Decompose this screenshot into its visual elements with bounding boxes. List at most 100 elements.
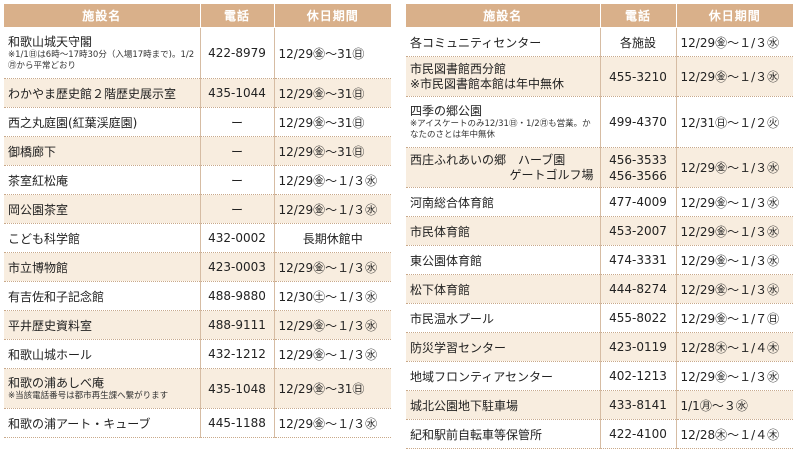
closure-period: 12/29㊎〜１/３㊌ [676,361,793,391]
table-row: 市民図書館西分館 ※市民図書館本館は年中無休 455-3210 12/29㊎〜１… [406,56,793,97]
table-row: 和歌の浦あしべ庵 ※当該電話番号は都市再生課へ繋がります 435-1048 12… [4,368,391,409]
closure-period: 1/1㊊〜３㊌ [676,390,793,420]
phone-number: 423-0003 [200,252,275,282]
closure-period: 12/29㊎〜31㊐ [274,368,391,409]
phone-number: ー [200,107,275,137]
closure-period: 12/29㊎〜１/３㊌ [274,339,391,369]
phone-number: 488-9880 [200,281,275,311]
facility-name: 東公園体育館 [406,245,601,275]
facility-name-cell: 和歌山城天守閣 ※1/1㊐は6時〜17時30分（入場17時まで)。1/2㊊から平… [4,27,201,79]
facility-name: 西庄ふれあいの郷 ハーブ園 [410,152,566,167]
phone-number: 455-3210 [600,56,677,97]
facility-name: 地域フロンティアセンター [406,361,601,391]
closure-period: 12/30㊏〜１/３㊌ [274,281,391,311]
closure-period: 12/29㊎〜31㊐ [274,136,391,166]
facility-name: 西之丸庭園(紅葉渓庭園) [4,107,201,137]
header-facility-name: 施設名 [4,4,201,28]
table-row: 市民温水プール 455-8022 12/29㊎〜１/７㊐ [406,303,793,333]
closure-period: 12/31㊐〜１/２㊋ [676,96,793,148]
facility-name: 市立博物館 [4,252,201,282]
table-row: こども科学館 432-0002 長期休館中 [4,223,391,253]
phone-number: 435-1048 [200,368,275,409]
table-row: 西庄ふれあいの郷 ハーブ園 ゲートゴルフ場 456-3533 456-3566 … [406,147,793,188]
table-row: 市民体育館 453-2007 12/29㊎〜１/３㊌ [406,216,793,246]
closure-period: 12/29㊎〜31㊐ [274,27,391,79]
table-row: 御橋廊下 ー 12/29㊎〜31㊐ [4,136,391,166]
phone-number: 402-1213 [600,361,677,391]
phone-number: 423-0119 [600,332,677,362]
facility-name: 市民図書館西分館 [410,61,507,76]
phone-number: 432-1212 [200,339,275,369]
facility-name: 有吉佐和子記念館 [4,281,201,311]
table-row: 和歌山城ホール 432-1212 12/29㊎〜１/３㊌ [4,339,391,369]
header-closure-period: 休日期間 [676,4,793,28]
phone-number: 456-3533 [609,152,667,167]
closure-period: 12/29㊎〜１/３㊌ [676,274,793,304]
phone-number: 474-3331 [600,245,677,275]
phone-number: 432-0002 [200,223,275,253]
table-row: 和歌の浦アート・キューブ 445-1188 12/29㊎〜１/３㊌ [4,408,391,438]
facility-name: 城北公園地下駐車場 [406,390,601,420]
table-row: 東公園体育館 474-3331 12/29㊎〜１/３㊌ [406,245,793,275]
table-row: 松下体育館 444-8274 12/29㊎〜１/３㊌ [406,274,793,304]
closure-period: 12/29㊎〜１/３㊌ [676,27,793,57]
phone-number: 422-4100 [600,419,677,449]
header-phone: 電話 [200,4,275,28]
table-row: 四季の郷公園 ※アイスケートのみ12/31㊐・1/2㊊も営業。かなたのさとは年中… [406,96,793,148]
closure-period: 12/29㊎〜１/３㊌ [676,56,793,97]
facility-name-cell: 西庄ふれあいの郷 ハーブ園 ゲートゴルフ場 [406,147,601,188]
table-row: 岡公園茶室 ー 12/29㊎〜１/３㊌ [4,194,391,224]
phone-number: 499-4370 [600,96,677,148]
table-header-row: 施設名 電話 休日期間 [4,4,391,28]
table-row: 茶室紅松庵 ー 12/29㊎〜１/３㊌ [4,165,391,195]
closure-period: 12/29㊎〜１/３㊌ [676,187,793,217]
phone-number: 433-8141 [600,390,677,420]
phone-number: ー [200,194,275,224]
table-row: 防災学習センター 423-0119 12/28㊍〜１/４㊍ [406,332,793,362]
phone-number: ー [200,165,275,195]
facility-name: 和歌の浦あしべ庵 [8,375,105,390]
closure-period: 12/29㊎〜１/３㊌ [676,216,793,246]
facility-name-secondary: ゲートゴルフ場 [509,167,594,182]
facility-name: 防災学習センター [406,332,601,362]
facility-table-right: 施設名 電話 休日期間 各コミュニティセンター 各施設 12/29㊎〜１/３㊌ … [406,4,793,449]
table-row: 各コミュニティセンター 各施設 12/29㊎〜１/３㊌ [406,27,793,57]
closure-period: 12/29㊎〜１/３㊌ [274,310,391,340]
header-facility-name: 施設名 [406,4,601,28]
table-row: 城北公園地下駐車場 433-8141 1/1㊊〜３㊌ [406,390,793,420]
phone-number: ー [200,136,275,166]
facility-name-cell: 市民図書館西分館 ※市民図書館本館は年中無休 [406,56,601,97]
closure-period: 12/29㊎〜31㊐ [274,107,391,137]
table-row: 市立博物館 423-0003 12/29㊎〜１/３㊌ [4,252,391,282]
facility-note: ※市民図書館本館は年中無休 [410,76,565,91]
facility-name: 茶室紅松庵 [4,165,201,195]
facility-name-cell: 四季の郷公園 ※アイスケートのみ12/31㊐・1/2㊊も営業。かなたのさとは年中… [406,96,601,148]
facility-name-cell: 和歌の浦あしべ庵 ※当該電話番号は都市再生課へ繋がります [4,368,201,409]
closure-period: 長期休館中 [274,223,391,253]
facility-note: ※当該電話番号は都市再生課へ繋がります [8,390,169,401]
table-row: 和歌山城天守閣 ※1/1㊐は6時〜17時30分（入場17時まで)。1/2㊊から平… [4,27,391,79]
phone-number: 435-1044 [200,78,275,108]
closure-period: 12/29㊎〜１/３㊌ [676,147,793,188]
facility-name: 和歌の浦アート・キューブ [4,408,201,438]
facility-name: 市民温水プール [406,303,601,333]
phone-number: 444-8274 [600,274,677,304]
phone-number: 488-9111 [200,310,275,340]
closure-period: 12/29㊎〜１/３㊌ [274,408,391,438]
phone-number-cell: 456-3533 456-3566 [600,147,677,188]
facility-name: 市民体育館 [406,216,601,246]
table-row: 平井歴史資料室 488-9111 12/29㊎〜１/３㊌ [4,310,391,340]
table-row: 地域フロンティアセンター 402-1213 12/29㊎〜１/３㊌ [406,361,793,391]
facility-name: 松下体育館 [406,274,601,304]
facility-name: 四季の郷公園 [410,103,483,118]
closure-period: 12/28㊍〜１/４㊍ [676,419,793,449]
closure-period: 12/29㊎〜１/３㊌ [274,194,391,224]
table-row: 紀和駅前自転車等保管所 422-4100 12/28㊍〜１/４㊍ [406,419,793,449]
phone-number: 453-2007 [600,216,677,246]
closure-period: 12/29㊎〜１/７㊐ [676,303,793,333]
closure-period: 12/29㊎〜31㊐ [274,78,391,108]
facility-name: わかやま歴史館２階歴史展示室 [4,78,201,108]
table-header-row: 施設名 電話 休日期間 [406,4,793,28]
phone-number: 477-4009 [600,187,677,217]
